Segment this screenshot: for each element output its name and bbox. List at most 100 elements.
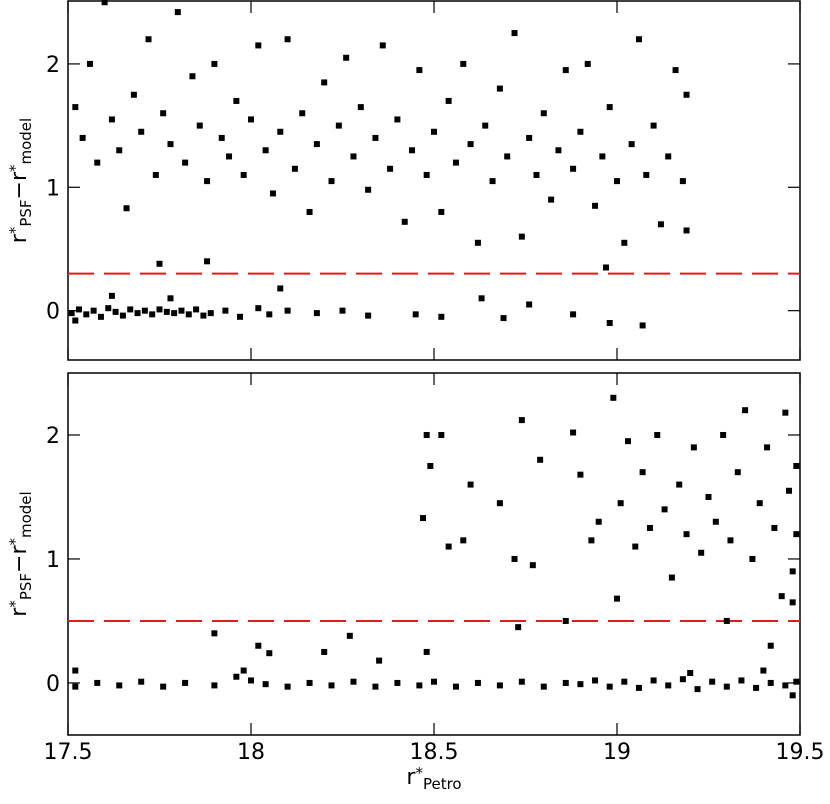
label-part: r: [7, 233, 32, 243]
data-point: [335, 122, 342, 129]
data-point: [767, 642, 774, 649]
data-point: [478, 295, 485, 302]
data-point: [650, 122, 657, 129]
data-point: [226, 153, 233, 160]
data-point: [793, 678, 800, 685]
data-point: [562, 617, 569, 624]
data-point: [90, 307, 97, 314]
data-point: [438, 313, 445, 320]
data-point: [204, 178, 211, 185]
data-point: [105, 305, 112, 312]
data-point: [72, 104, 79, 111]
data-point: [409, 147, 416, 154]
data-point: [683, 227, 690, 234]
data-point: [570, 429, 577, 436]
data-point: [379, 42, 386, 49]
data-point: [526, 134, 533, 141]
data-point: [75, 306, 82, 313]
data-point: [657, 221, 664, 228]
data-point: [68, 310, 75, 317]
data-point: [313, 310, 320, 317]
data-point: [460, 60, 467, 67]
data-point: [749, 555, 756, 562]
data-point: [793, 531, 800, 538]
data-point: [438, 431, 445, 438]
data-point: [767, 679, 774, 686]
data-point: [350, 678, 357, 685]
data-point: [145, 36, 152, 43]
data-point: [679, 178, 686, 185]
y-tick-label: 0: [46, 672, 60, 697]
data-point: [167, 295, 174, 302]
data-point: [178, 307, 185, 314]
data-point: [431, 678, 437, 685]
data-point: [255, 305, 262, 312]
data-point: [291, 165, 298, 172]
data-point: [72, 667, 79, 674]
data-point: [500, 315, 507, 322]
data-point: [141, 307, 148, 314]
data-point: [156, 306, 163, 313]
data-point: [474, 239, 481, 246]
data-point: [452, 159, 459, 166]
data-point: [387, 165, 394, 172]
data-point: [112, 308, 119, 315]
data-point: [200, 312, 207, 319]
data-point: [665, 153, 672, 160]
data-point: [614, 178, 620, 185]
x-tick-label: 18.5: [410, 740, 459, 765]
plot-frame: [67, 0, 801, 361]
data-point: [489, 178, 496, 185]
data-point: [764, 444, 771, 451]
data-point: [138, 128, 145, 135]
data-point: [661, 506, 668, 513]
data-point: [635, 36, 642, 43]
data-point: [570, 311, 577, 318]
data-point: [196, 122, 203, 129]
x-axis-label: r*Petro: [406, 764, 461, 793]
data-point: [423, 431, 430, 438]
data-point: [365, 186, 372, 193]
data-point: [610, 394, 617, 401]
data-point: [467, 141, 474, 148]
data-point: [705, 493, 712, 500]
data-point: [712, 518, 719, 525]
data-point: [621, 678, 628, 685]
x-tick-label: 18: [237, 740, 265, 765]
data-point: [116, 147, 123, 154]
y-tick-label: 1: [46, 176, 60, 201]
data-point: [592, 202, 599, 209]
y-axis-label: r*PSF−r*model: [6, 491, 35, 616]
data-point: [357, 104, 364, 111]
data-point: [167, 141, 174, 148]
label-part: *: [415, 764, 423, 782]
data-point: [163, 308, 170, 315]
data-point: [617, 500, 624, 507]
data-point: [496, 682, 503, 689]
data-point: [496, 85, 503, 92]
x-tick-label: 19: [603, 740, 631, 765]
data-point: [632, 543, 639, 550]
data-point: [174, 9, 181, 16]
data-point: [742, 407, 749, 414]
data-point: [182, 679, 189, 686]
data-point: [621, 239, 628, 246]
data-point: [445, 543, 452, 550]
data-point: [646, 524, 653, 531]
data-point: [376, 657, 383, 664]
data-point: [365, 312, 372, 319]
data-point: [789, 599, 796, 606]
data-point: [592, 677, 599, 684]
data-point: [185, 311, 192, 318]
data-point: [540, 683, 547, 690]
data-point: [182, 159, 189, 166]
data-point: [533, 171, 540, 178]
data-point: [86, 60, 93, 67]
data-point: [683, 91, 690, 98]
data-point: [204, 258, 211, 265]
data-point: [445, 97, 452, 104]
data-point: [537, 456, 544, 463]
data-point: [709, 678, 716, 685]
data-point: [643, 171, 650, 178]
data-point: [218, 134, 225, 141]
